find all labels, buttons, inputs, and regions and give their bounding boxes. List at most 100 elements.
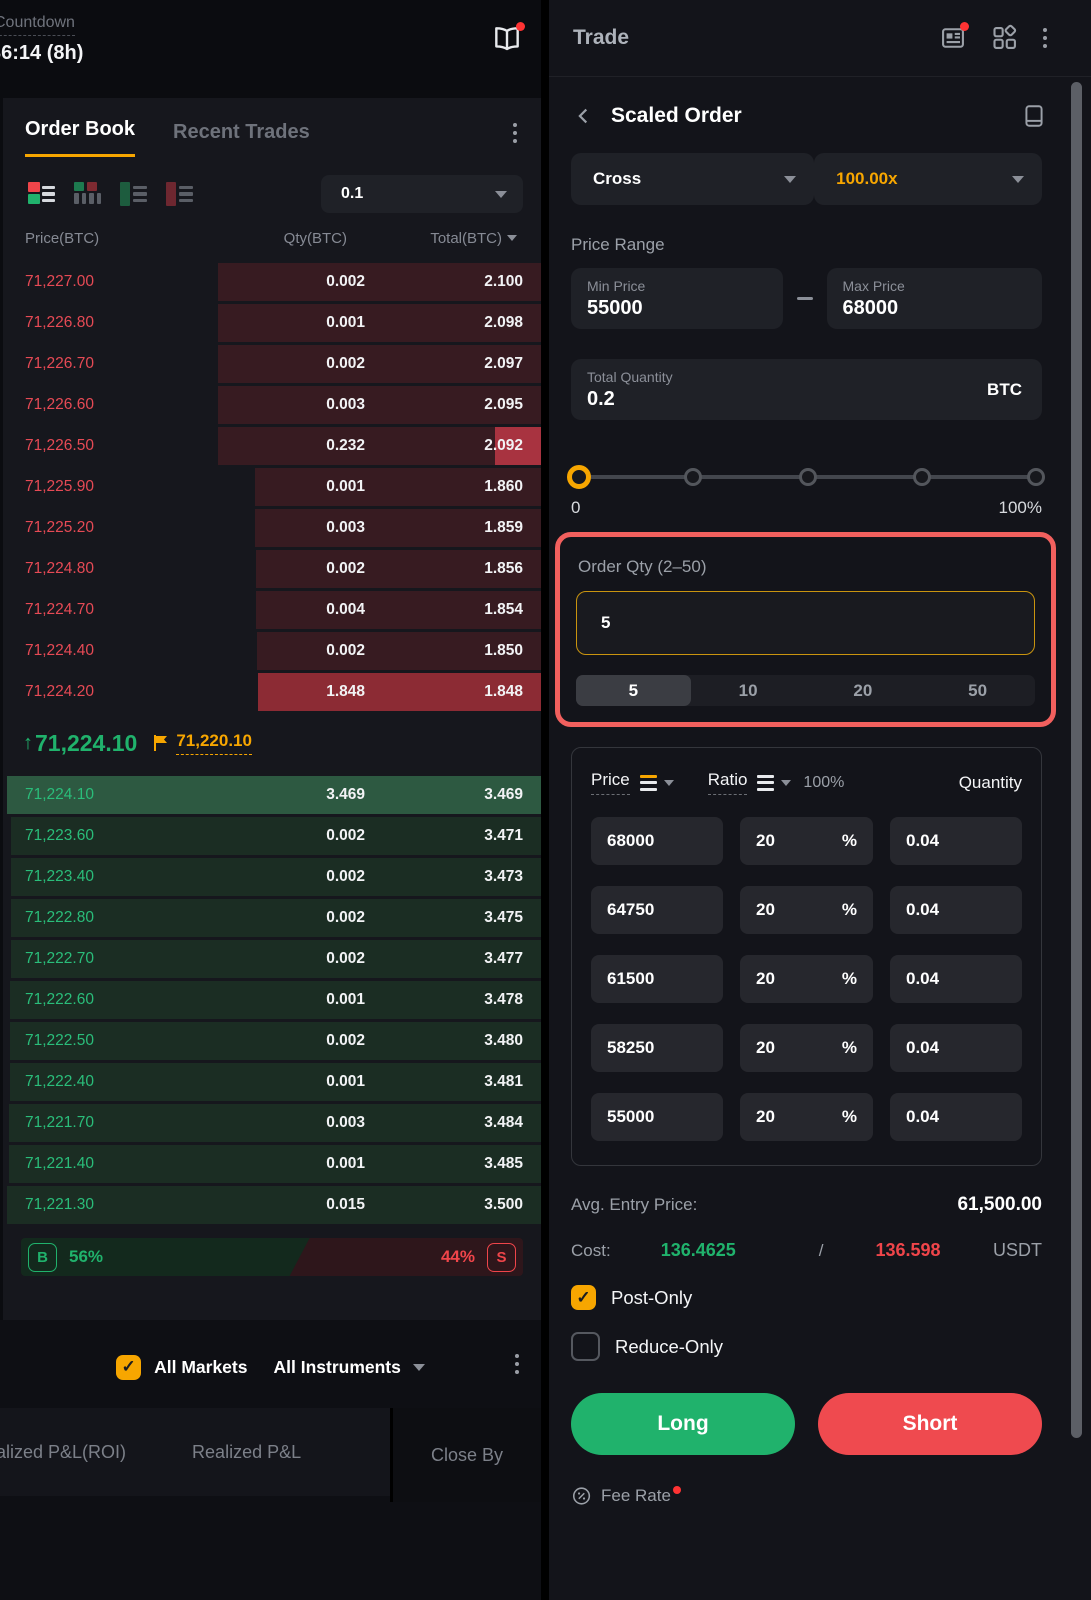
scale-ratio-input[interactable]: 20%	[740, 817, 873, 865]
quantity-slider[interactable]	[567, 465, 1045, 489]
mode-depth-chart-icon[interactable]	[74, 182, 101, 206]
all-markets-checkbox[interactable]: ✓	[116, 1354, 142, 1380]
all-instruments-dropdown[interactable]: All Instruments	[273, 1356, 401, 1377]
bid-row[interactable]: 71,222.70 0.002 3.477	[3, 938, 541, 979]
bid-row[interactable]: 71,222.40 0.001 3.481	[3, 1061, 541, 1102]
tab-realized-pnl-roi[interactable]: alized P&L(ROI)	[0, 1441, 127, 1462]
reduce-only-label[interactable]: Reduce-Only	[615, 1335, 723, 1357]
last-traded-price[interactable]: ↑ 71,224.10	[23, 729, 138, 756]
ask-row[interactable]: 71,227.00 0.002 2.100	[3, 261, 541, 302]
max-price-field[interactable]: Max Price 68000	[826, 268, 1042, 329]
leverage-dropdown[interactable]: 100.00x	[814, 153, 1042, 205]
chevron-down-icon[interactable]	[781, 779, 792, 786]
widgets-icon[interactable]	[991, 24, 1019, 52]
mode-sell-only-icon[interactable]	[166, 182, 193, 206]
ratio-column-header[interactable]: Ratio	[707, 770, 748, 795]
slider-stop-25[interactable]	[684, 468, 703, 486]
margin-mode-dropdown[interactable]: Cross	[571, 153, 815, 205]
price-distribution-icon[interactable]	[639, 774, 657, 791]
min-price-field[interactable]: Min Price 55000	[571, 268, 783, 329]
scale-price-input[interactable]: 68000	[591, 817, 723, 865]
scale-qty-input[interactable]: 0.04	[890, 1024, 1022, 1072]
scale-ratio-input[interactable]: 20%	[740, 886, 873, 934]
news-icon[interactable]	[939, 22, 969, 52]
bid-row[interactable]: 71,223.60 0.002 3.471	[3, 815, 541, 856]
ask-row[interactable]: 71,225.20 0.003 1.859	[3, 507, 541, 548]
scale-ratio-input[interactable]: 20%	[740, 1024, 873, 1072]
mode-buy-only-icon[interactable]	[120, 182, 147, 206]
sort-caret-icon[interactable]	[507, 235, 517, 241]
order-qty-preset-5[interactable]: 5	[576, 675, 691, 706]
bid-row[interactable]: 71,221.70 0.003 3.484	[3, 1102, 541, 1143]
fee-percent-icon	[572, 1487, 591, 1505]
bid-row[interactable]: 71,222.50 0.002 3.480	[3, 1020, 541, 1061]
ask-row[interactable]: 71,224.40 0.002 1.850	[3, 630, 541, 671]
qty-cell: 0.004	[326, 600, 365, 618]
bid-row[interactable]: 71,221.30 0.015 3.500	[3, 1184, 541, 1225]
scale-price-input[interactable]: 64750	[591, 886, 723, 934]
scale-price-input[interactable]: 58250	[591, 1024, 723, 1072]
scale-ratio-input[interactable]: 20%	[740, 1093, 873, 1141]
scale-price-input[interactable]: 55000	[591, 1093, 723, 1141]
ask-row[interactable]: 71,226.80 0.001 2.098	[3, 302, 541, 343]
ask-row[interactable]: 71,224.20 1.848 1.848	[3, 671, 541, 712]
scale-ratio-input[interactable]: 20%	[740, 955, 873, 1003]
orderbook-guide-icon[interactable]	[491, 22, 525, 56]
mode-both-sides-icon[interactable]	[28, 182, 55, 206]
ask-row[interactable]: 71,224.70 0.004 1.854	[3, 589, 541, 630]
post-only-checkbox[interactable]: ✓	[571, 1285, 596, 1310]
bid-row[interactable]: 71,224.10 3.469 3.469	[3, 774, 541, 815]
scrollbar-thumb[interactable]	[1071, 82, 1082, 1438]
back-chevron-icon[interactable]	[573, 105, 595, 127]
bid-row[interactable]: 71,223.40 0.002 3.473	[3, 856, 541, 897]
mark-price[interactable]: 71,220.10	[176, 731, 252, 755]
ask-row[interactable]: 71,225.90 0.001 1.860	[3, 466, 541, 507]
ask-row[interactable]: 71,226.70 0.002 2.097	[3, 343, 541, 384]
order-qty-preset-20[interactable]: 20	[853, 680, 873, 700]
long-button[interactable]: Long	[571, 1393, 795, 1455]
scale-qty-input[interactable]: 0.04	[890, 955, 1022, 1003]
filters-menu-icon[interactable]	[515, 1354, 519, 1374]
post-only-label[interactable]: Post-Only	[611, 1286, 693, 1308]
slider-handle[interactable]	[567, 465, 591, 489]
slider-stop-50[interactable]	[798, 468, 817, 486]
tab-order-book[interactable]: Order Book	[25, 118, 136, 157]
bid-row[interactable]: 71,221.40 0.001 3.485	[3, 1143, 541, 1184]
bid-row[interactable]: 71,222.80 0.002 3.475	[3, 897, 541, 938]
chevron-down-icon[interactable]	[663, 779, 674, 786]
depth-bar	[256, 631, 541, 670]
orderbook-menu-icon[interactable]	[507, 119, 523, 157]
precision-dropdown[interactable]: 0.1	[321, 175, 523, 213]
short-button[interactable]: Short	[818, 1393, 1042, 1455]
qty-cell: 0.002	[326, 354, 365, 372]
depth-bar	[254, 508, 541, 547]
all-markets-label[interactable]: All Markets	[154, 1356, 248, 1377]
ask-row[interactable]: 71,226.60 0.003 2.095	[3, 384, 541, 425]
tab-recent-trades[interactable]: Recent Trades	[173, 121, 310, 143]
scale-qty-input[interactable]: 0.04	[890, 1093, 1022, 1141]
slider-stop-75[interactable]	[912, 468, 931, 486]
ratio-distribution-icon[interactable]	[757, 774, 775, 791]
trade-menu-icon[interactable]	[1043, 28, 1047, 48]
total-cell: 1.856	[484, 559, 523, 577]
bid-price-cell: 71,221.40	[25, 1154, 94, 1172]
scale-qty-input[interactable]: 0.04	[890, 886, 1022, 934]
scale-price-input[interactable]: 61500	[591, 955, 723, 1003]
chevron-down-icon[interactable]	[412, 1363, 425, 1371]
fee-rate-label[interactable]: Fee Rate	[601, 1486, 671, 1505]
depth-bar	[7, 1185, 541, 1224]
tab-realized-pnl[interactable]: Realized P&L	[192, 1441, 302, 1462]
order-qty-input[interactable]: 5	[576, 591, 1035, 655]
bid-row[interactable]: 71,222.60 0.001 3.478	[3, 979, 541, 1020]
slider-stop-100[interactable]	[1027, 468, 1045, 486]
order-journal-icon[interactable]	[1021, 103, 1047, 129]
order-qty-preset-50[interactable]: 50	[968, 680, 988, 700]
total-quantity-field[interactable]: Total Quantity 0.2 BTC	[571, 359, 1042, 420]
order-qty-preset-10[interactable]: 10	[738, 680, 758, 700]
tab-close-by[interactable]: Close By	[430, 1444, 504, 1465]
scale-qty-input[interactable]: 0.04	[890, 817, 1022, 865]
reduce-only-checkbox[interactable]	[571, 1332, 600, 1361]
ask-row[interactable]: 71,224.80 0.002 1.856	[3, 548, 541, 589]
ask-row[interactable]: 71,226.50 0.232 2.092	[3, 425, 541, 466]
price-column-header[interactable]: Price	[591, 770, 630, 795]
